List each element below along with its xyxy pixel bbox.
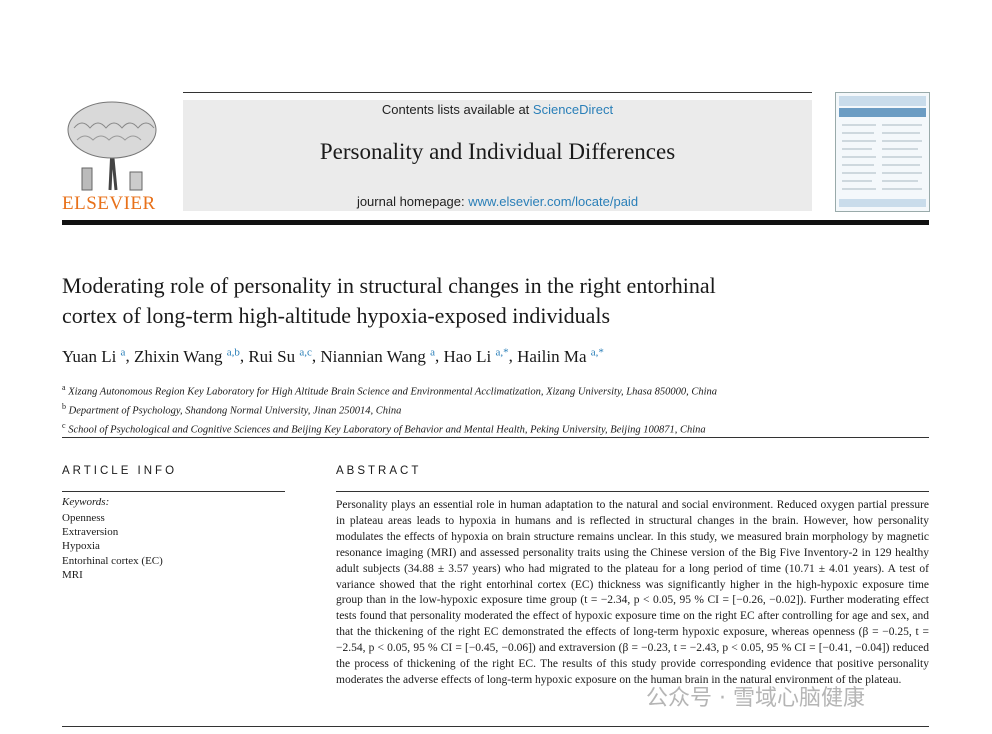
article-title-line-1: Moderating role of personality in struct…: [62, 273, 716, 298]
author[interactable]: Hao Li a,*: [443, 346, 509, 366]
affiliation-rule: [62, 437, 929, 438]
article-title: Moderating role of personality in struct…: [62, 271, 852, 331]
homepage-link[interactable]: www.elsevier.com/locate/paid: [468, 194, 639, 209]
keyword: Extraversion: [62, 526, 119, 539]
elsevier-tree-logo: [62, 98, 162, 214]
journal-cover-thumbnail: [835, 92, 930, 212]
author[interactable]: Yuan Li a: [62, 346, 126, 366]
keywords-label: Keywords:: [62, 496, 110, 508]
abstract-rule: [336, 491, 929, 492]
author[interactable]: Rui Su a,c: [248, 346, 312, 366]
affiliation: b Department of Psychology, Shandong Nor…: [62, 402, 402, 417]
watermark-text: 公众号 · 雪域心脑健康: [646, 686, 865, 711]
keyword: MRI: [62, 568, 83, 581]
keyword: Entorhinal cortex (EC): [62, 554, 163, 567]
contents-prefix: Contents lists available at: [381, 102, 533, 117]
homepage-line: journal homepage: www.elsevier.com/locat…: [183, 194, 812, 209]
journal-header-box: [183, 100, 812, 211]
journal-title: Personality and Individual Differences: [319, 139, 676, 164]
article-info-heading: ARTICLE INFO: [62, 465, 178, 477]
author-list: Yuan Li a, Zhixin Wang a,b, Rui Su a,c, …: [62, 346, 604, 366]
author[interactable]: Niannian Wang a: [320, 346, 436, 366]
affiliation: a Xizang Autonomous Region Key Laborator…: [62, 383, 718, 398]
article-title-line-2: cortex of long-term high-altitude hypoxi…: [62, 303, 611, 328]
article-info-rule: [62, 491, 285, 492]
keywords-list: Openness Extraversion Hypoxia Entorhinal…: [62, 511, 163, 582]
abstract-heading: ABSTRACT: [336, 465, 422, 477]
homepage-prefix: journal homepage:: [356, 194, 469, 209]
author[interactable]: Hailin Ma a,*: [517, 346, 604, 366]
bottom-rule: [62, 726, 929, 727]
affiliations: a Xizang Autonomous Region Key Laborator…: [62, 381, 922, 438]
elsevier-wordmark: ELSEVIER: [62, 193, 156, 214]
author[interactable]: Zhixin Wang a,b: [133, 346, 240, 366]
keyword: Hypoxia: [62, 540, 100, 553]
sciencedirect-link[interactable]: ScienceDirect: [532, 102, 614, 117]
keyword: Openness: [62, 512, 105, 524]
abstract-body: Personality plays an essential role in h…: [336, 499, 929, 686]
affiliation: c School of Psychological and Cognitive …: [62, 421, 706, 436]
header-thick-rule: [62, 220, 929, 225]
header-top-rule: [183, 92, 812, 93]
contents-line: Contents lists available at ScienceDirec…: [183, 102, 812, 117]
